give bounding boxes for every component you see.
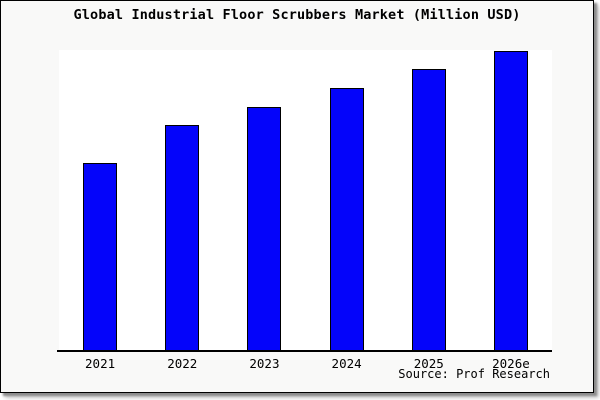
plot-area — [57, 50, 552, 352]
bar-2023 — [247, 107, 282, 350]
x-tick-label: 2024 — [331, 356, 362, 371]
bar-2025 — [411, 69, 446, 350]
bar-slot — [223, 107, 305, 350]
bar-slot — [141, 125, 223, 350]
bar-2021 — [83, 163, 118, 350]
bar-slot — [470, 51, 552, 350]
x-labels-row: 2021 2022 2023 2024 2025 2026e — [59, 356, 552, 371]
x-tick-label: 2026e — [492, 356, 530, 371]
source-credit: Source: Prof Research — [398, 367, 550, 381]
bars-row — [59, 50, 552, 350]
bar-2024 — [329, 88, 364, 350]
bar-slot — [59, 163, 141, 350]
x-axis-line — [57, 350, 552, 352]
x-tick-label: 2021 — [85, 356, 116, 371]
bar-slot — [388, 69, 470, 350]
chart-title: Global Industrial Floor Scrubbers Market… — [73, 7, 521, 23]
chart-card: Global Industrial Floor Scrubbers Market… — [0, 0, 594, 393]
bar-2022 — [165, 125, 200, 350]
bar-2026e — [493, 51, 528, 350]
x-tick-label: 2022 — [167, 356, 198, 371]
x-tick-label: 2025 — [413, 356, 444, 371]
x-tick-label: 2023 — [249, 356, 280, 371]
bar-slot — [306, 88, 388, 350]
